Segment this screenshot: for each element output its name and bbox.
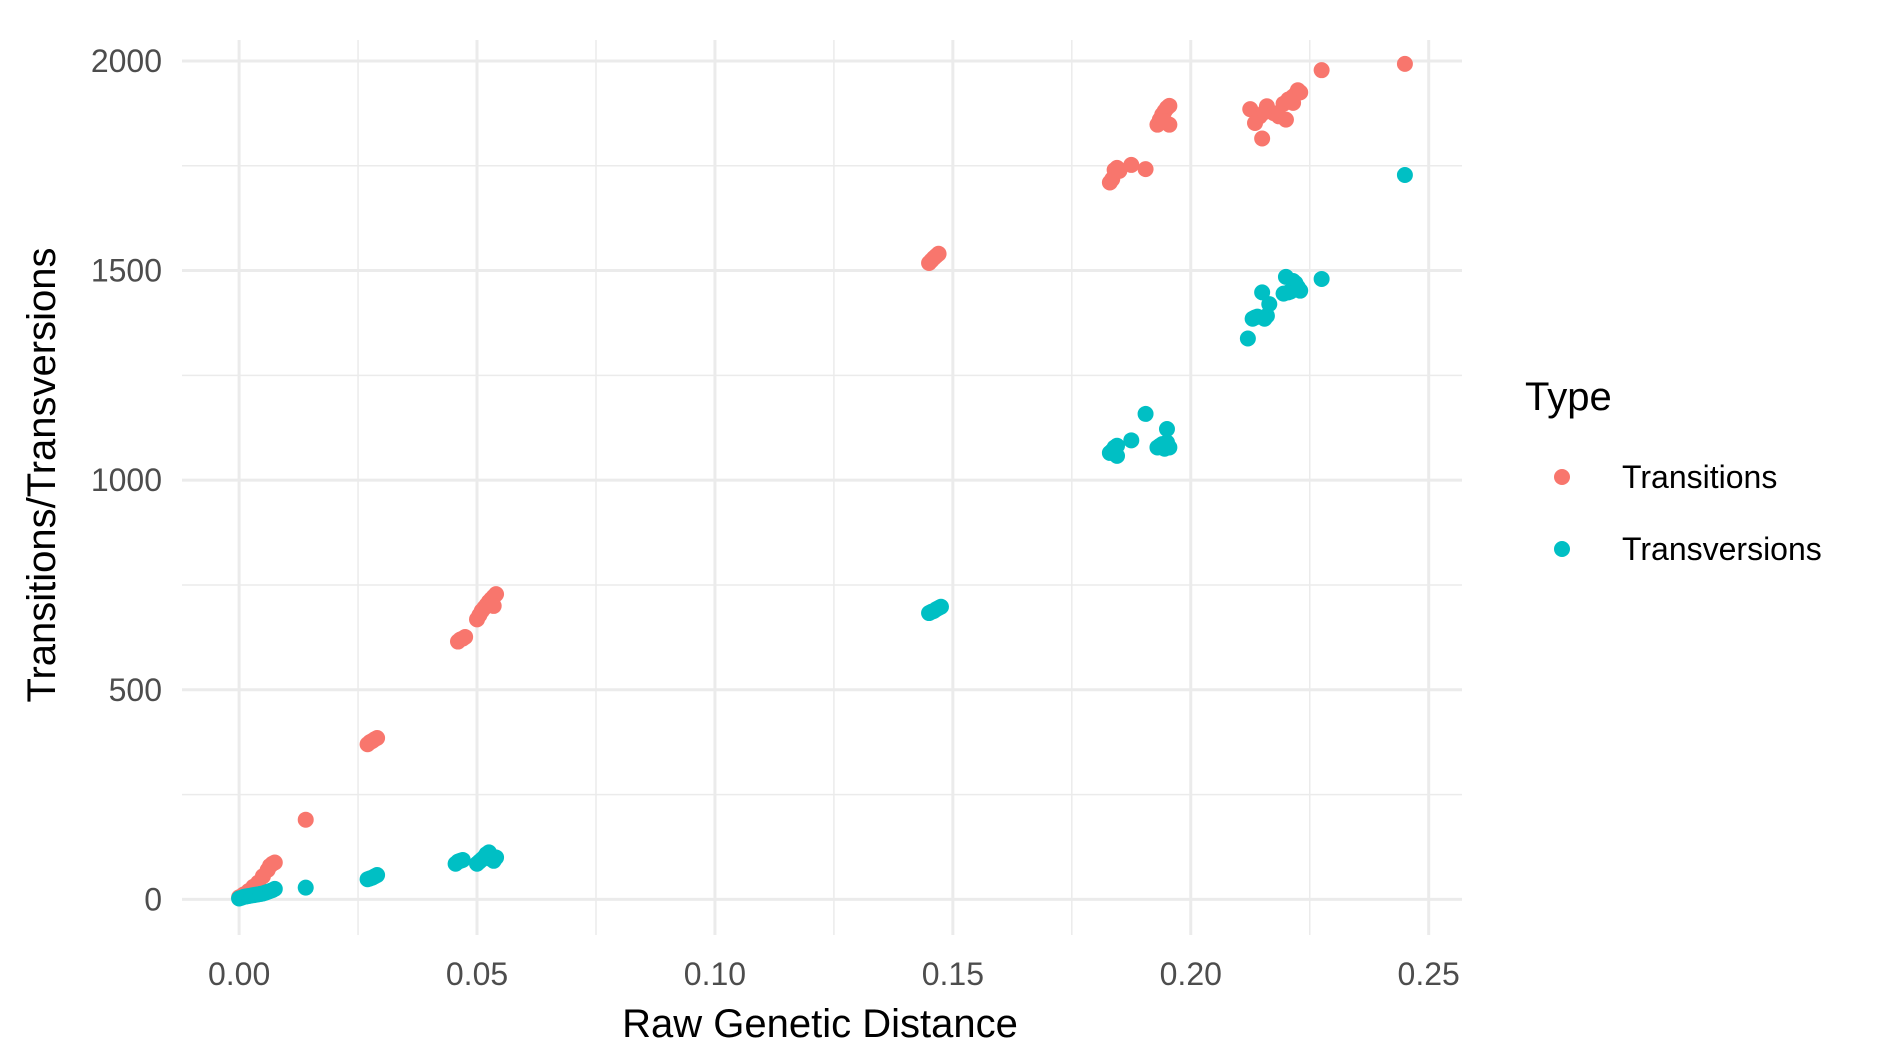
x-tick-label: 0.00 xyxy=(208,956,270,992)
y-axis-title: Transitions/Transversions xyxy=(20,248,64,703)
transitions-point xyxy=(485,597,502,614)
transversions-point xyxy=(1158,421,1175,438)
transversions-point xyxy=(1123,432,1140,449)
y-tick-label: 0 xyxy=(144,881,162,917)
transversions-point xyxy=(932,598,949,615)
transversions-legend-key xyxy=(1554,541,1570,557)
y-axis-ticks: 0 500 1000 1500 2000 xyxy=(91,43,162,917)
transitions-legend-label: Transitions xyxy=(1622,459,1777,495)
transitions-point xyxy=(930,245,947,262)
minor-gridlines xyxy=(182,40,1462,935)
transitions-legend-key xyxy=(1554,469,1570,485)
transversions-point xyxy=(454,851,471,868)
transitions-point xyxy=(1156,113,1173,130)
y-tick-label: 500 xyxy=(109,672,162,708)
transitions-point xyxy=(1123,156,1140,173)
transitions-point xyxy=(457,628,474,645)
x-axis-ticks: 0.00 0.05 0.10 0.15 0.20 0.25 xyxy=(208,956,1460,992)
transitions-point xyxy=(369,729,386,746)
transversions-point xyxy=(297,879,314,896)
transversions-point xyxy=(1261,296,1278,313)
transversions-point xyxy=(1313,270,1330,287)
transitions-point xyxy=(1396,55,1413,72)
y-tick-label: 2000 xyxy=(91,43,162,79)
transversions-point xyxy=(488,849,505,866)
transitions-point xyxy=(1313,62,1330,79)
transversions-point xyxy=(1292,282,1309,299)
x-tick-label: 0.15 xyxy=(922,956,984,992)
x-tick-label: 0.05 xyxy=(446,956,508,992)
transitions-point xyxy=(1161,97,1178,114)
transversions-point xyxy=(1239,330,1256,347)
transversions-point xyxy=(1109,447,1126,464)
transitions-point xyxy=(1254,130,1271,147)
transitions-point xyxy=(1285,94,1302,111)
x-tick-label: 0.10 xyxy=(684,956,746,992)
transitions-point xyxy=(1137,161,1154,178)
data-points xyxy=(231,55,1413,907)
transitions-point xyxy=(1277,111,1294,128)
major-gridlines xyxy=(182,40,1462,935)
transitions-point xyxy=(266,854,283,871)
transversions-point xyxy=(1161,439,1178,456)
y-tick-label: 1000 xyxy=(91,462,162,498)
x-axis-title: Raw Genetic Distance xyxy=(622,1002,1018,1046)
transitions-point xyxy=(1111,162,1128,179)
y-tick-label: 1500 xyxy=(91,253,162,289)
x-tick-label: 0.20 xyxy=(1160,956,1222,992)
transversions-point xyxy=(266,880,283,897)
legend-title: Type xyxy=(1525,375,1612,419)
x-tick-label: 0.25 xyxy=(1398,956,1460,992)
transversions-point xyxy=(1254,284,1271,301)
transversions-legend-label: Transversions xyxy=(1622,531,1822,567)
legend: Type Transitions Transversions xyxy=(1525,375,1822,567)
transversions-point xyxy=(369,867,386,884)
transversions-point xyxy=(1396,166,1413,183)
transitions-point xyxy=(297,811,314,828)
transversions-point xyxy=(1137,405,1154,422)
